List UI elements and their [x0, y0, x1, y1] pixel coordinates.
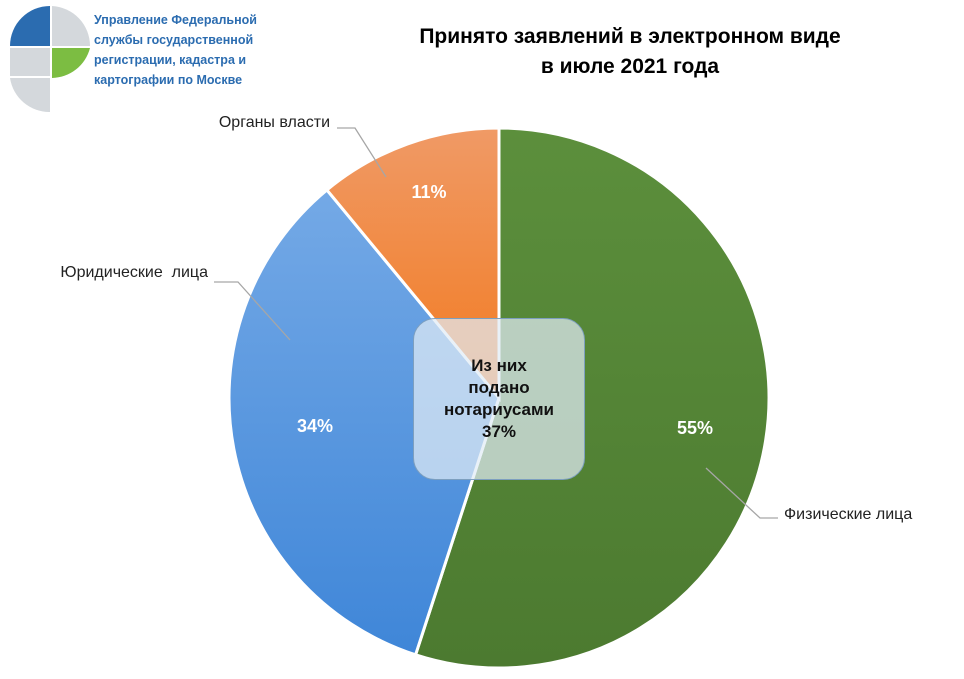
- annotation-line: 37%: [481, 422, 517, 441]
- organization-name: Управление Федеральной службы государств…: [94, 10, 294, 90]
- leader-line-fizicheskie: [705, 467, 778, 519]
- chart-title-line: Принято заявлений в электронном виде: [419, 25, 841, 48]
- chart-title: Принято заявлений в электронном виде в и…: [330, 22, 930, 82]
- org-line: Управление Федеральной: [94, 13, 257, 27]
- pie-slice-fizicheskie: [413, 126, 771, 670]
- leader-line-organy-vlasti: [337, 127, 387, 178]
- notary-annotation-box: Из них подано нотариусами 37%: [413, 318, 585, 480]
- slice-value-label-fizicheskie: 55%: [677, 418, 713, 438]
- annotation-line: подано: [468, 378, 530, 397]
- chart-title-line: в июле 2021 года: [540, 55, 720, 78]
- slice-value-label-organy-vlasti: 11%: [411, 182, 446, 202]
- slice-value-label-yuridicheskie: 34%: [297, 416, 333, 436]
- org-line: регистрации, кадастра и: [94, 53, 247, 67]
- org-line: службы государственной: [94, 33, 254, 47]
- annotation-line: нотариусами: [443, 400, 555, 419]
- category-label-fizicheskie: Физические лица: [784, 506, 912, 523]
- annotation-line: Из них: [471, 356, 527, 375]
- leader-line-yuridicheskie: [214, 281, 291, 341]
- pie-slice-yuridicheskie: [227, 187, 501, 657]
- category-label-yuridicheskie: Юридические лица: [60, 264, 208, 281]
- category-label-organy-vlasti: Органы власти: [219, 114, 330, 131]
- org-line: картографии по Москве: [94, 73, 243, 87]
- rosreestr-logo-icon: [10, 6, 90, 112]
